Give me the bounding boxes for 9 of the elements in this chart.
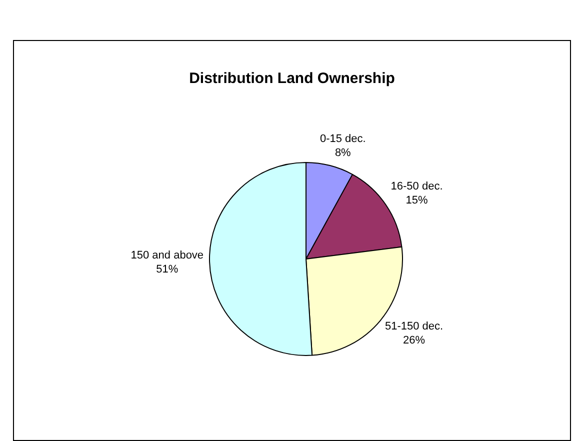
slice-label: 150 and above (130, 250, 204, 262)
data-label: 15% (406, 194, 428, 207)
data-label: 8% (334, 147, 352, 160)
data-label: 26% (403, 334, 426, 346)
slice-label: 0-15 dec. (320, 133, 366, 146)
slice-label: 16-50 dec. (390, 180, 443, 193)
data-label: 51% (156, 264, 178, 276)
chart-title: Distribution Land Ownership (188, 70, 396, 87)
slice-label: 51-150 dec. (384, 320, 444, 332)
